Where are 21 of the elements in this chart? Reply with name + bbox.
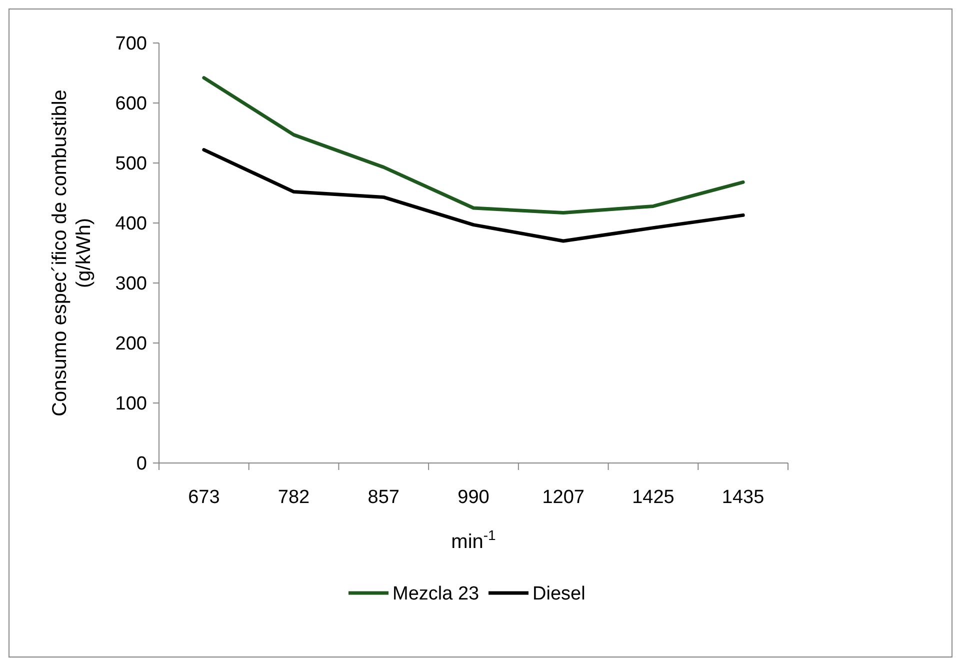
legend-label: Diesel — [532, 584, 586, 605]
x-tick-label: 990 — [458, 487, 490, 508]
legend-label: Mezcla 23 — [392, 584, 480, 605]
x-axis-title: min$^{-1}$ — [451, 527, 496, 553]
y-tick-label: 0 — [136, 454, 147, 475]
x-tick-label: 673 — [188, 487, 220, 508]
y-axis-title: Consumo espec´ifico de combustible (g/kWh) — [49, 90, 95, 416]
x-tick-label: 857 — [368, 487, 400, 508]
x-tick-label: 1435 — [722, 487, 764, 508]
y-tick-label: 600 — [115, 94, 147, 115]
y-tick-label: 200 — [115, 334, 147, 355]
x-tick-label: 1425 — [632, 487, 674, 508]
line-series — [202, 76, 745, 215]
x-tick-label: 782 — [278, 487, 310, 508]
x-tick-label: 1207 — [542, 487, 584, 508]
y-tick-label: 100 — [115, 394, 147, 415]
line-series — [202, 148, 745, 243]
y-tick-label: 500 — [115, 154, 147, 175]
y-tick-label: 400 — [115, 214, 147, 235]
y-tick-label: 700 — [115, 34, 147, 55]
y-tick-label: 300 — [115, 274, 147, 295]
